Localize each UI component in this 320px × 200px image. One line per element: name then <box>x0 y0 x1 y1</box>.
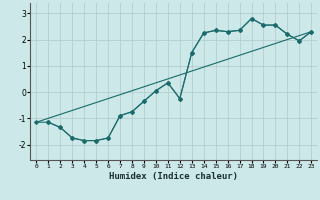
X-axis label: Humidex (Indice chaleur): Humidex (Indice chaleur) <box>109 172 238 181</box>
